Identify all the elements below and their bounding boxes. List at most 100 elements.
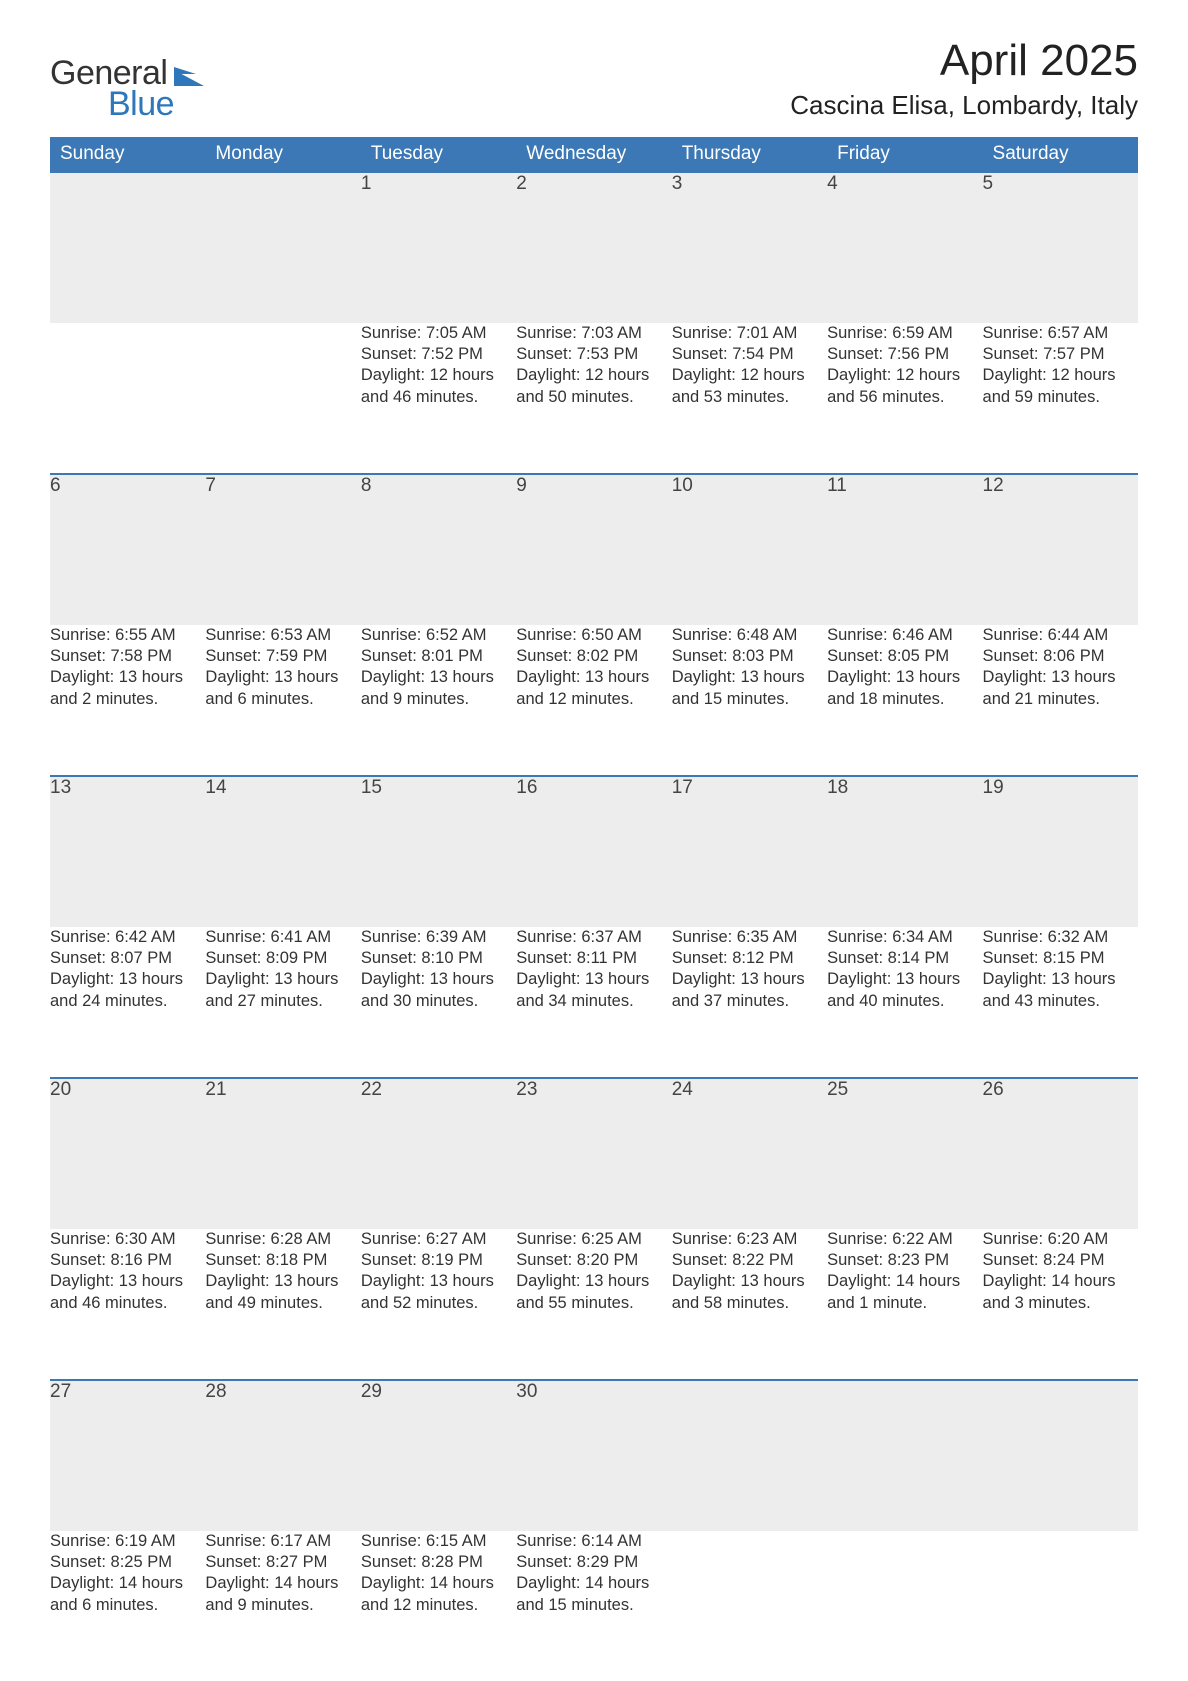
daylight-text: Daylight: 14 hours [361, 1573, 516, 1594]
day-body-cell: Sunrise: 6:17 AMSunset: 8:27 PMDaylight:… [205, 1531, 360, 1681]
calendar-table: Sunday Monday Tuesday Wednesday Thursday… [50, 137, 1138, 1681]
logo-flag-icon [174, 64, 204, 91]
day-number: 3 [672, 173, 683, 194]
day-body-cell: Sunrise: 6:20 AMSunset: 8:24 PMDaylight:… [983, 1229, 1138, 1380]
sunrise-text: Sunrise: 6:57 AM [983, 323, 1138, 344]
day-body-cell: Sunrise: 6:53 AMSunset: 7:59 PMDaylight:… [205, 625, 360, 776]
sunset-text: Sunset: 8:09 PM [205, 948, 360, 969]
sunset-text: Sunset: 8:27 PM [205, 1552, 360, 1573]
day-number: 30 [516, 1381, 537, 1402]
sunrise-text: Sunrise: 6:27 AM [361, 1229, 516, 1250]
day-number-cell [983, 1380, 1138, 1531]
weekday-header: Sunday [50, 137, 205, 172]
weekday-header: Friday [827, 137, 982, 172]
day-number: 21 [205, 1079, 226, 1100]
day-number: 10 [672, 475, 693, 496]
daylight-text: and 30 minutes. [361, 991, 516, 1012]
day-number-cell: 6 [50, 474, 205, 625]
day-body-cell: Sunrise: 6:30 AMSunset: 8:16 PMDaylight:… [50, 1229, 205, 1380]
sunrise-text: Sunrise: 6:37 AM [516, 927, 671, 948]
day-body-cell: Sunrise: 6:32 AMSunset: 8:15 PMDaylight:… [983, 927, 1138, 1078]
weekday-header: Saturday [983, 137, 1138, 172]
day-number-cell [205, 172, 360, 323]
day-number: 27 [50, 1381, 71, 1402]
day-number-cell: 24 [672, 1078, 827, 1229]
day-body-cell: Sunrise: 6:35 AMSunset: 8:12 PMDaylight:… [672, 927, 827, 1078]
daylight-text: Daylight: 13 hours [50, 1271, 205, 1292]
day-number: 18 [827, 777, 848, 798]
daylight-text: Daylight: 14 hours [516, 1573, 671, 1594]
sunset-text: Sunset: 8:01 PM [361, 646, 516, 667]
day-number: 14 [205, 777, 226, 798]
sunset-text: Sunset: 8:15 PM [983, 948, 1138, 969]
day-number-cell [827, 1380, 982, 1531]
sunrise-text: Sunrise: 6:39 AM [361, 927, 516, 948]
daybody-row: Sunrise: 6:42 AMSunset: 8:07 PMDaylight:… [50, 927, 1138, 1078]
day-number-cell: 20 [50, 1078, 205, 1229]
day-body-cell: Sunrise: 6:19 AMSunset: 8:25 PMDaylight:… [50, 1531, 205, 1681]
day-number-cell: 1 [361, 172, 516, 323]
titles: April 2025 Cascina Elisa, Lombardy, Ital… [790, 38, 1138, 131]
daylight-text: Daylight: 13 hours [672, 667, 827, 688]
daylight-text: and 6 minutes. [205, 689, 360, 710]
day-body-cell: Sunrise: 6:41 AMSunset: 8:09 PMDaylight:… [205, 927, 360, 1078]
daylight-text: and 15 minutes. [516, 1595, 671, 1616]
day-number: 29 [361, 1381, 382, 1402]
sunrise-text: Sunrise: 6:30 AM [50, 1229, 205, 1250]
sunset-text: Sunset: 7:54 PM [672, 344, 827, 365]
weekday-header: Thursday [672, 137, 827, 172]
day-number: 11 [827, 475, 847, 496]
daylight-text: Daylight: 13 hours [827, 667, 982, 688]
daylight-text: and 12 minutes. [361, 1595, 516, 1616]
day-body-cell: Sunrise: 6:15 AMSunset: 8:28 PMDaylight:… [361, 1531, 516, 1681]
day-body-cell: Sunrise: 6:14 AMSunset: 8:29 PMDaylight:… [516, 1531, 671, 1681]
day-number-cell [50, 172, 205, 323]
day-body-cell: Sunrise: 6:37 AMSunset: 8:11 PMDaylight:… [516, 927, 671, 1078]
day-number-cell: 27 [50, 1380, 205, 1531]
day-body-cell: Sunrise: 6:27 AMSunset: 8:19 PMDaylight:… [361, 1229, 516, 1380]
day-number-cell: 11 [827, 474, 982, 625]
daylight-text: Daylight: 13 hours [361, 667, 516, 688]
sunrise-text: Sunrise: 6:20 AM [983, 1229, 1138, 1250]
sunset-text: Sunset: 7:53 PM [516, 344, 671, 365]
day-body-cell: Sunrise: 6:44 AMSunset: 8:06 PMDaylight:… [983, 625, 1138, 776]
day-number: 28 [205, 1381, 226, 1402]
day-number-cell: 3 [672, 172, 827, 323]
sunrise-text: Sunrise: 6:48 AM [672, 625, 827, 646]
day-number-cell: 19 [983, 776, 1138, 927]
day-number: 17 [672, 777, 693, 798]
day-number-cell: 25 [827, 1078, 982, 1229]
day-number: 22 [361, 1079, 382, 1100]
day-number-cell: 2 [516, 172, 671, 323]
daylight-text: Daylight: 12 hours [827, 365, 982, 386]
sunset-text: Sunset: 8:23 PM [827, 1250, 982, 1271]
day-number: 25 [827, 1079, 848, 1100]
sunset-text: Sunset: 8:11 PM [516, 948, 671, 969]
sunset-text: Sunset: 8:19 PM [361, 1250, 516, 1271]
sunset-text: Sunset: 8:25 PM [50, 1552, 205, 1573]
day-number: 1 [361, 173, 372, 194]
day-number: 2 [516, 173, 527, 194]
daylight-text: Daylight: 13 hours [50, 667, 205, 688]
sunrise-text: Sunrise: 6:32 AM [983, 927, 1138, 948]
daybody-row: Sunrise: 7:05 AMSunset: 7:52 PM Daylight:… [50, 323, 1138, 474]
day-number-cell: 12 [983, 474, 1138, 625]
sunset-text: Sunset: 8:18 PM [205, 1250, 360, 1271]
day-number: 19 [983, 777, 1004, 798]
day-number-cell: 5 [983, 172, 1138, 323]
daylight-text: and 15 minutes. [672, 689, 827, 710]
daylight-text: Daylight: 13 hours [983, 667, 1138, 688]
daylight-text: and 46 minutes. [361, 387, 516, 408]
weekday-header: Tuesday [361, 137, 516, 172]
day-body-cell [827, 1531, 982, 1681]
daylight-text: and 2 minutes. [50, 689, 205, 710]
sunrise-text: Sunrise: 7:05 AM [361, 323, 516, 344]
sunset-text: Sunset: 8:22 PM [672, 1250, 827, 1271]
day-body-cell: Sunrise: 6:22 AMSunset: 8:23 PMDaylight:… [827, 1229, 982, 1380]
daylight-text: and 24 minutes. [50, 991, 205, 1012]
sunrise-text: Sunrise: 6:17 AM [205, 1531, 360, 1552]
daylight-text: Daylight: 14 hours [827, 1271, 982, 1292]
sunset-text: Sunset: 8:06 PM [983, 646, 1138, 667]
sunset-text: Sunset: 7:52 PM [361, 344, 516, 365]
sunset-text: Sunset: 7:59 PM [205, 646, 360, 667]
